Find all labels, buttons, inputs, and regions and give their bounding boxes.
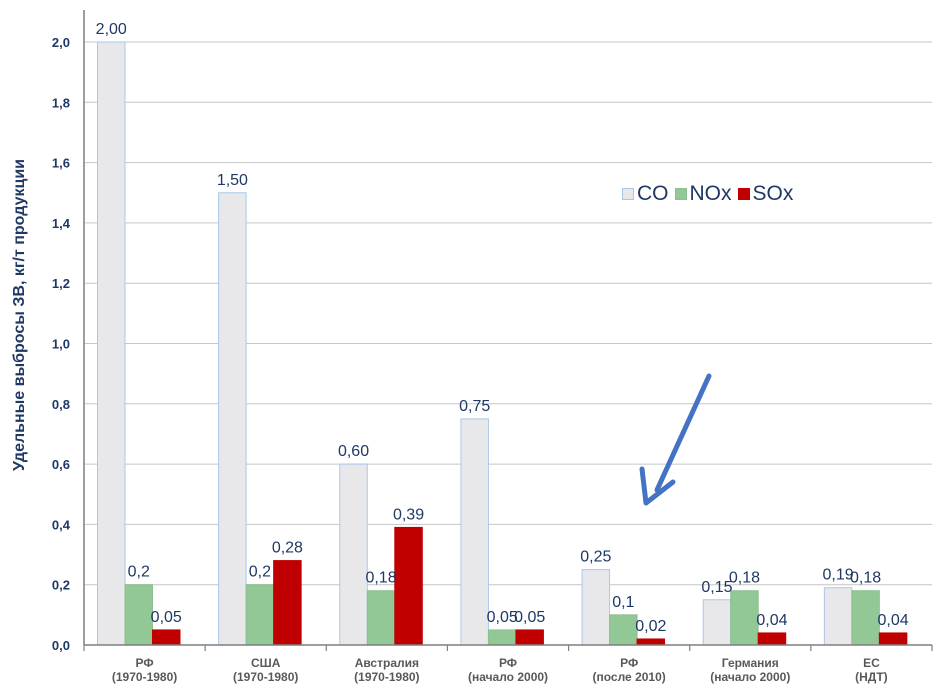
bar-sox xyxy=(273,560,302,646)
bar-nox xyxy=(609,614,638,646)
data-label: 1,50 xyxy=(217,172,248,189)
data-label: 0,05 xyxy=(151,609,182,626)
bar-co xyxy=(97,41,126,646)
data-label: 0,02 xyxy=(635,618,666,635)
y-tick-label: 1,8 xyxy=(52,95,70,110)
legend-item-co: CO xyxy=(622,182,669,206)
x-tick-label: Австралия xyxy=(355,656,419,670)
x-tick-label: (после 2010) xyxy=(593,670,666,684)
y-tick-label: 0,0 xyxy=(52,638,70,653)
data-label: 0,25 xyxy=(580,549,611,566)
bar-nox xyxy=(851,590,880,646)
y-tick-label: 0,6 xyxy=(52,457,70,472)
y-axis-title: Удельные выбросы ЗВ, кг/т продукции xyxy=(11,158,28,472)
y-tick-label: 0,4 xyxy=(52,517,71,532)
y-tick-label: 1,6 xyxy=(52,156,70,171)
data-label: 0,28 xyxy=(272,540,303,557)
data-label: 2,00 xyxy=(96,21,127,38)
x-tick-label: Германия xyxy=(722,656,779,670)
y-axis-title-wrap: Удельные выбросы ЗВ, кг/т продукции xyxy=(5,125,35,505)
y-tick-label: 1,0 xyxy=(52,337,70,352)
bar-sox xyxy=(515,629,544,646)
bar-sox xyxy=(757,632,787,646)
data-label: 0,04 xyxy=(756,612,787,629)
bar-sox xyxy=(394,526,423,646)
y-tick-label: 0,2 xyxy=(52,578,70,593)
bar-sox xyxy=(636,638,666,646)
bar-nox xyxy=(730,590,759,646)
bar-co xyxy=(218,192,247,646)
data-label: 0,39 xyxy=(393,506,424,523)
y-tick-labels: 0,0 0,2 0,4 0,6 0,8 1,0 1,2 1,4 1,6 1,8 2,0 xyxy=(52,35,71,653)
x-tick-label: РФ xyxy=(136,656,154,670)
bar-sox xyxy=(152,629,181,646)
x-tick-label: РФ xyxy=(499,656,517,670)
bar-co xyxy=(339,463,368,646)
arrow-head xyxy=(639,466,676,506)
x-tick-label: ЕС xyxy=(863,656,880,670)
bars xyxy=(97,41,908,646)
bar-co xyxy=(460,418,489,646)
x-tick-label: (начало 2000) xyxy=(710,670,790,684)
x-tick-label: США xyxy=(251,656,281,670)
legend: CO NOx SOx xyxy=(622,182,799,206)
data-label: 0,18 xyxy=(729,570,760,587)
bar-nox xyxy=(366,590,396,646)
bar-co xyxy=(581,569,611,646)
legend-label-co: CO xyxy=(637,182,669,205)
data-label: 0,60 xyxy=(338,443,369,460)
x-tick-label: (1970-1980) xyxy=(233,670,298,684)
data-label: 0,18 xyxy=(850,570,881,587)
bar-nox xyxy=(124,584,153,646)
legend-label-nox: NOx xyxy=(689,182,732,205)
data-label: 0,04 xyxy=(878,612,909,629)
y-tick-label: 2,0 xyxy=(52,35,70,50)
data-label: 0,05 xyxy=(514,609,545,626)
gridlines xyxy=(84,41,932,586)
data-label: 0,05 xyxy=(487,609,518,626)
legend-item-nox: NOx xyxy=(674,182,732,206)
arrow-shaft xyxy=(654,373,712,493)
data-label: 0,18 xyxy=(365,570,396,587)
x-tick-label: (1970-1980) xyxy=(354,670,419,684)
x-tick-label: (1970-1980) xyxy=(112,670,177,684)
data-label: 0,2 xyxy=(249,564,271,581)
bar-nox xyxy=(245,584,275,646)
y-tick-label: 1,4 xyxy=(52,216,71,231)
axes xyxy=(83,10,933,651)
legend-swatch-co xyxy=(622,188,634,200)
bar-co xyxy=(702,599,732,646)
legend-label-sox: SOx xyxy=(752,182,794,205)
bar-sox xyxy=(878,632,908,646)
x-tick-labels: РФ(1970-1980)США(1970-1980)Австралия(197… xyxy=(112,656,888,684)
x-tick-label: РФ xyxy=(620,656,638,670)
data-label: 0,75 xyxy=(459,398,490,415)
x-tick-label: (начало 2000) xyxy=(468,670,548,684)
data-label: 0,1 xyxy=(612,594,634,611)
data-label: 0,19 xyxy=(823,567,854,584)
legend-item-sox: SOx xyxy=(737,182,794,206)
y-tick-label: 1,2 xyxy=(52,276,70,291)
legend-swatch-sox xyxy=(737,188,750,200)
value-labels: 2,000,20,051,500,20,280,600,180,390,750,… xyxy=(96,21,909,635)
bar-co xyxy=(823,587,853,646)
bar-nox xyxy=(487,629,517,646)
x-tick-label: (НДТ) xyxy=(855,670,888,684)
legend-swatch-nox xyxy=(674,188,687,200)
data-label: 0,15 xyxy=(701,579,732,596)
data-label: 0,2 xyxy=(128,564,150,581)
annotation-arrow xyxy=(639,373,712,506)
y-tick-label: 0,8 xyxy=(52,397,70,412)
